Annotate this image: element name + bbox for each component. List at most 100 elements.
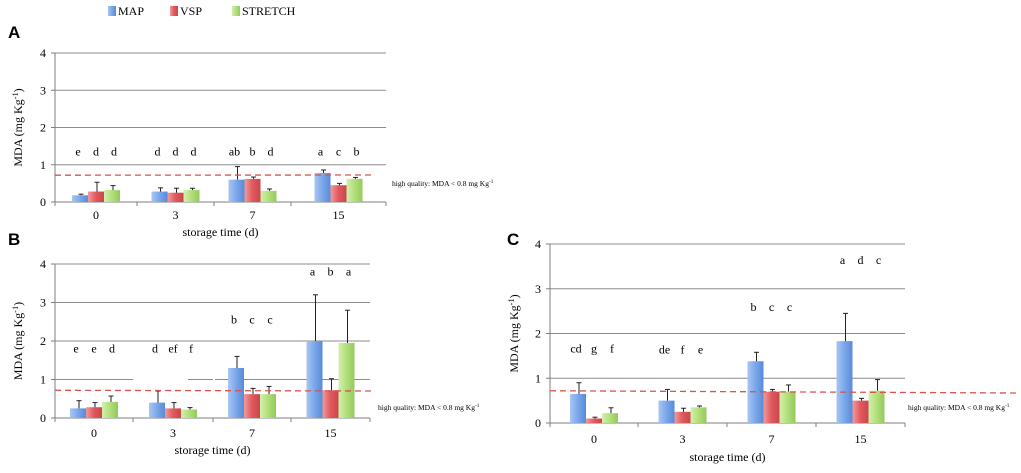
sig-letter-a-day7-map: ab <box>229 144 240 158</box>
y-tick-label-b-1: 1 <box>40 373 46 387</box>
x-tick-label-a-15: 15 <box>333 208 345 222</box>
sig-letter-a-day0-map: e <box>75 144 80 158</box>
bar-b-map-day15 <box>307 341 323 418</box>
y-tick-label-a-4: 4 <box>40 46 46 60</box>
sig-letter-b-day7-map: b <box>231 313 237 327</box>
bar-a-vsp-day3 <box>168 193 184 202</box>
sig-letter-b-day3-vsp: ef <box>168 342 177 356</box>
y-axis-label-c: MDA (mg Kg-1) <box>507 294 522 372</box>
legend-swatch-stretch <box>232 6 240 16</box>
bar-c-vsp-day3 <box>675 412 691 423</box>
x-tick-label-a-0: 0 <box>93 208 99 222</box>
sig-letter-a-day0-vsp: d <box>93 144 99 158</box>
sig-letter-c-day7-map: b <box>751 300 757 314</box>
bar-b-map-day0 <box>70 408 86 418</box>
bar-b-stretch-day3 <box>181 410 197 418</box>
bar-b-vsp-day0 <box>86 407 102 418</box>
bar-a-stretch-day7 <box>261 191 277 202</box>
bar-b-stretch-day15 <box>339 343 355 418</box>
x-tick-label-b-15: 15 <box>325 426 337 440</box>
sig-letter-a-day7-stretch: d <box>268 144 274 158</box>
legend-swatch-map <box>108 6 116 16</box>
bar-c-map-day0 <box>570 394 586 423</box>
sig-letter-c-day3-vsp: f <box>681 343 685 357</box>
legend-label-stretch: STRETCH <box>242 4 296 18</box>
sig-letter-c-day0-map: cd <box>570 341 581 355</box>
threshold-note-a: high quality: MDA < 0.8 mg Kg-1 <box>392 179 494 188</box>
x-tick-label-a-3: 3 <box>173 208 179 222</box>
legend-label-map: MAP <box>118 4 144 18</box>
bar-c-stretch-day7 <box>780 392 796 423</box>
bar-b-vsp-day15 <box>323 390 339 418</box>
sig-letter-a-day0-stretch: d <box>111 144 117 158</box>
bar-a-map-day15 <box>315 173 331 202</box>
sig-letter-a-day3-vsp: d <box>173 144 179 158</box>
y-tick-label-b-2: 2 <box>40 334 46 348</box>
sig-letter-b-day0-stretch: d <box>109 342 115 356</box>
panel-letter-c: C <box>507 230 519 249</box>
sig-letter-c-day0-vsp: g <box>591 341 597 355</box>
y-tick-label-a-0: 0 <box>40 195 46 209</box>
sig-letter-b-day7-stretch: c <box>267 313 272 327</box>
sig-letter-b-day15-vsp: b <box>328 265 334 279</box>
x-tick-label-a-7: 7 <box>250 208 256 222</box>
bar-b-vsp-day3 <box>165 408 181 418</box>
sig-letter-c-day7-stretch: c <box>787 300 792 314</box>
threshold-note-c: high quality: MDA < 0.8 mg Kg-1 <box>908 403 1010 412</box>
x-tick-label-c-7: 7 <box>769 432 775 446</box>
bar-c-vsp-day0 <box>586 419 602 423</box>
bar-a-map-day0 <box>72 195 88 202</box>
y-axis-label-a: MDA (mg Kg-1) <box>11 88 26 166</box>
bar-c-stretch-day3 <box>691 407 707 423</box>
x-tick-label-c-15: 15 <box>855 432 867 446</box>
panel-letter-a: A <box>8 23 20 42</box>
bar-c-map-day3 <box>659 401 675 423</box>
y-tick-label-a-2: 2 <box>40 121 46 135</box>
x-axis-label-c: storage time (d) <box>690 450 766 464</box>
bar-a-stretch-day0 <box>104 190 120 202</box>
sig-letter-c-day15-vsp: d <box>858 253 864 267</box>
bar-b-stretch-day0 <box>102 402 118 418</box>
sig-letter-a-day15-stretch: b <box>354 144 360 158</box>
sig-letter-b-day15-map: a <box>310 265 316 279</box>
sig-letter-c-day7-vsp: c <box>769 300 774 314</box>
x-tick-label-b-3: 3 <box>170 426 176 440</box>
y-tick-label-b-0: 0 <box>40 411 46 425</box>
y-tick-label-a-3: 3 <box>40 83 46 97</box>
y-tick-label-b-3: 3 <box>40 296 46 310</box>
bar-b-map-day7 <box>228 368 244 418</box>
sig-letter-b-day3-stretch: f <box>189 342 193 356</box>
sig-letter-b-day15-stretch: a <box>346 265 352 279</box>
bar-a-stretch-day15 <box>347 179 363 202</box>
y-tick-label-b-4: 4 <box>40 257 46 271</box>
bar-c-map-day15 <box>837 341 853 423</box>
sig-letter-a-day3-stretch: d <box>191 144 197 158</box>
bar-b-vsp-day7 <box>244 394 260 418</box>
legend-swatch-vsp <box>170 6 178 16</box>
bar-b-stretch-day7 <box>260 394 276 418</box>
x-tick-label-b-7: 7 <box>249 426 255 440</box>
bar-c-stretch-day0 <box>602 413 618 423</box>
bar-c-vsp-day7 <box>764 392 780 423</box>
sig-letter-b-day7-vsp: c <box>249 313 254 327</box>
bar-a-map-day3 <box>152 192 168 202</box>
y-tick-label-a-1: 1 <box>40 158 46 172</box>
x-tick-label-c-3: 3 <box>680 432 686 446</box>
legend-label-vsp: VSP <box>180 4 202 18</box>
x-tick-label-b-0: 0 <box>91 426 97 440</box>
sig-letter-b-day3-map: d <box>152 342 158 356</box>
bar-b-map-day3 <box>149 403 165 418</box>
sig-letter-a-day3-map: d <box>155 144 161 158</box>
bar-a-stretch-day3 <box>184 190 200 202</box>
x-tick-label-c-0: 0 <box>591 432 597 446</box>
legend: MAP VSP STRETCH <box>108 4 296 18</box>
y-tick-label-c-0: 0 <box>535 416 541 430</box>
sig-letter-b-day0-vsp: e <box>91 342 96 356</box>
y-tick-label-c-2: 2 <box>535 327 541 341</box>
bar-c-stretch-day15 <box>869 391 885 423</box>
